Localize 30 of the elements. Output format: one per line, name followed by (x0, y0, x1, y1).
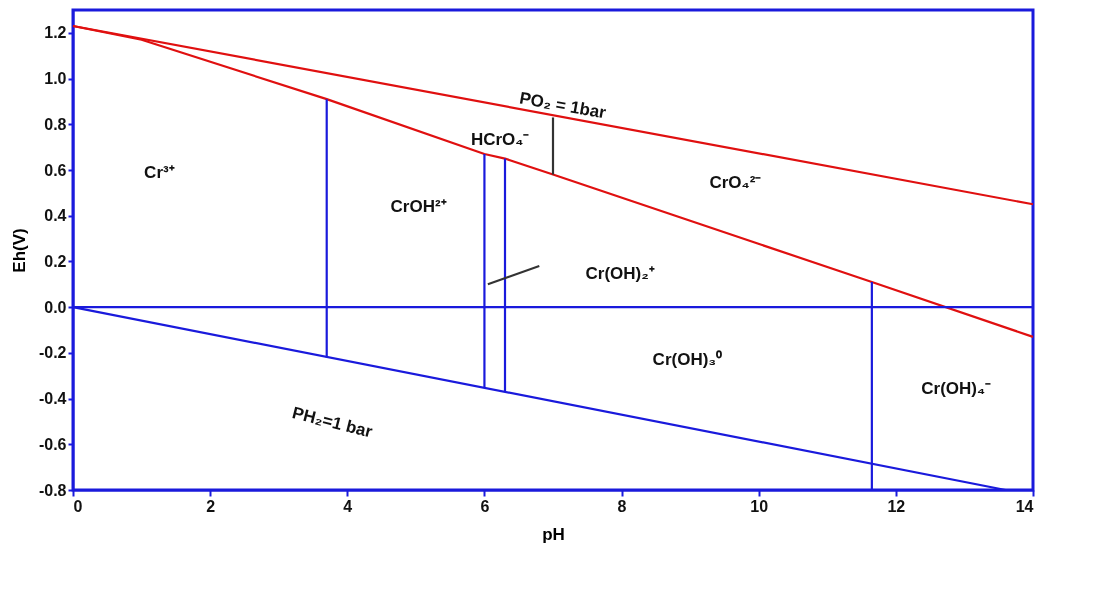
annotation: HCrO₄⁻ (470, 129, 530, 149)
y-tick-label: 0.8 (44, 115, 67, 133)
y-tick-label: -0.6 (38, 435, 67, 453)
annotation: PH₂=1 bar (290, 403, 375, 442)
annotation: Cr³⁺ (144, 163, 175, 183)
annotation: CrOH²⁺ (390, 196, 447, 216)
y-tick-label: -0.8 (38, 481, 67, 499)
y-tick-label: 0.0 (44, 298, 67, 316)
annotation: Cr(OH)₃⁰ (652, 350, 723, 370)
annotation: PO₂ = 1bar (518, 88, 608, 123)
annotation: CrO₄²⁻ (709, 172, 762, 192)
x-tick-label: 2 (206, 497, 216, 515)
x-axis-title: pH (542, 524, 565, 544)
annotation: Cr(OH)₂⁺ (585, 264, 655, 283)
x-tick-label: 8 (617, 497, 627, 515)
y-axis-title: Eh(V) (9, 228, 29, 273)
x-tick-label: 14 (1015, 497, 1034, 515)
y-tick-label: 1.2 (44, 24, 67, 42)
y-tick-label: 0.6 (44, 161, 67, 179)
y-tick-label: 1.0 (44, 70, 67, 88)
x-tick-label: 10 (750, 497, 769, 515)
x-tick-label: 0 (73, 497, 83, 515)
y-tick-label: 0.4 (44, 207, 67, 225)
x-tick-label: 6 (480, 497, 490, 515)
y-tick-label: -0.4 (38, 390, 67, 408)
x-tick-label: 4 (343, 497, 353, 515)
x-tick-label: 12 (887, 497, 906, 515)
annotation: Cr(OH)₄⁻ (921, 379, 992, 399)
y-tick-label: 0.2 (44, 252, 67, 270)
y-tick-label: -0.2 (38, 344, 67, 362)
